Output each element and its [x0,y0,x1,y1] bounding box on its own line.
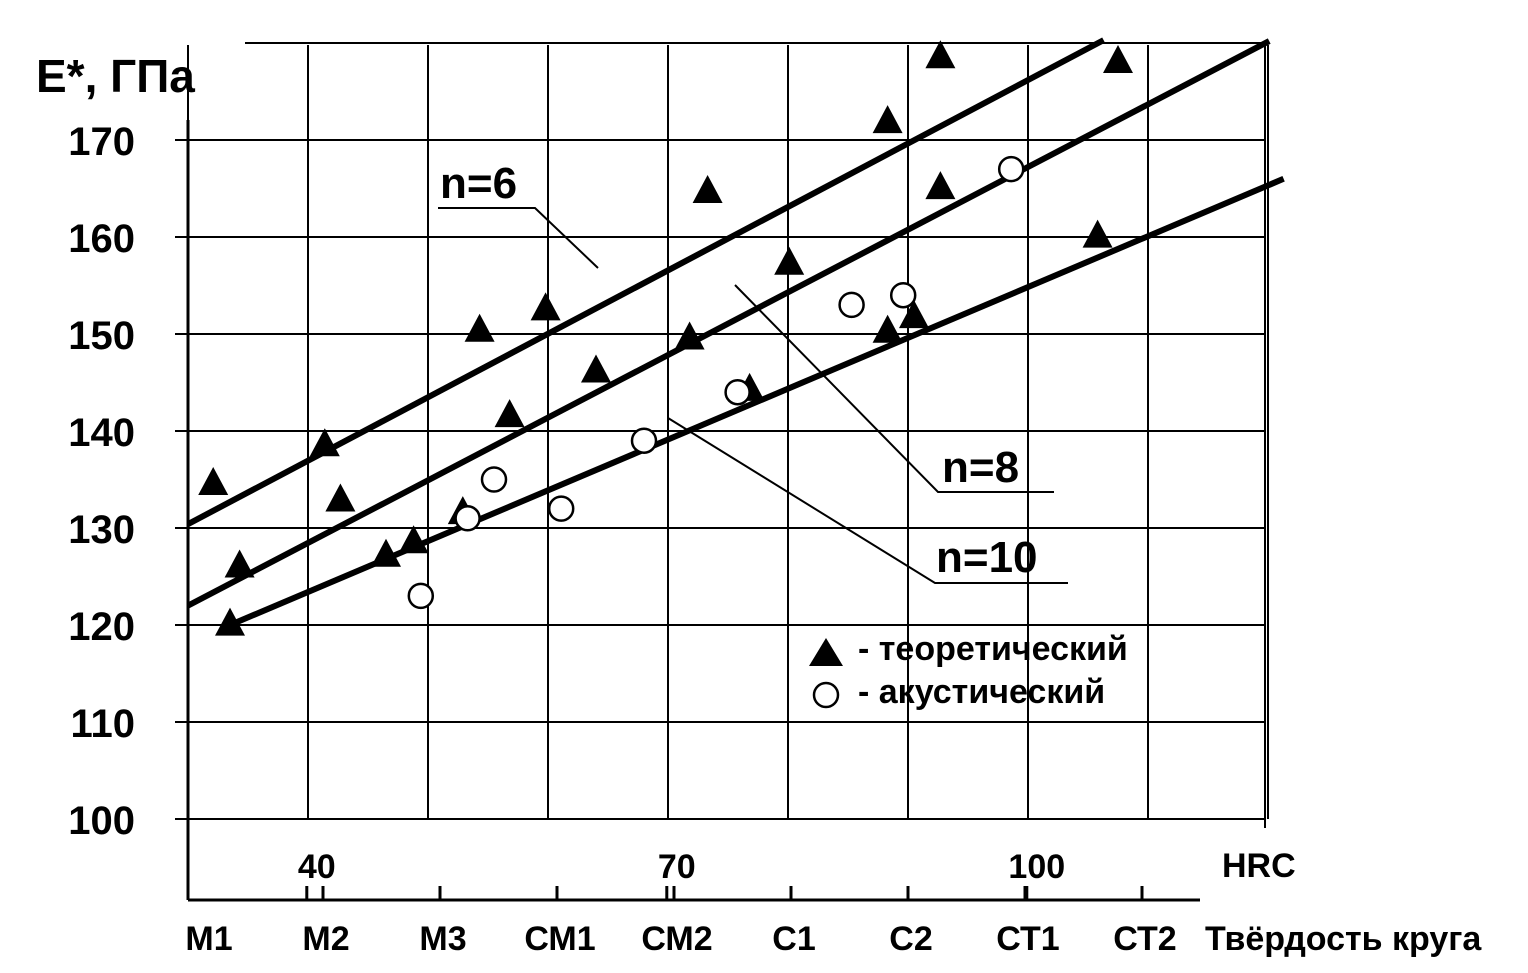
theoretical-point-n-8 [325,483,356,512]
legend-circle-marker [812,681,840,709]
legend-acoustic-label: - акустический [858,673,1105,711]
theoretical-point-n-8 [1103,45,1133,74]
y-tick-label: 170 [68,120,135,164]
hardness-tick-label: М3 [419,920,466,958]
acoustic-point [480,466,508,493]
theoretical-point-n-10 [398,525,429,554]
theoretical-point-n-6 [198,466,229,495]
hrc-tick-label: 100 [1008,848,1065,886]
theoretical-point-n-6 [872,105,903,134]
theoretical-point-n-10 [1082,219,1113,248]
acoustic-point [547,495,575,522]
leader-n8 [734,284,1054,493]
theoretical-point-n-10 [899,300,929,329]
acoustic-point [407,582,435,610]
leader-n6 [438,207,599,269]
data-points [198,40,1133,636]
theoretical-point-n-10 [371,538,401,567]
y-tick-label: 100 [68,799,135,843]
hardness-tick-label: С2 [889,920,932,958]
theoretical-point-n-6 [464,313,495,342]
theoretical-point-n-6 [925,40,956,69]
fit-lines [186,37,1285,628]
theoretical-point-n-6 [309,428,340,457]
leader-n10 [667,417,1068,584]
fit-line-n-8 [186,38,1271,609]
hrc-axis-label: HRC [1222,847,1296,885]
acoustic-point [454,505,481,532]
series-label-n6: n=6 [440,159,517,208]
hardness-tick-label: СТ1 [996,920,1059,958]
theoretical-point-n-8 [494,399,525,428]
axes: 100 110 120 130 140 150 160 170 40 70 100 М1 М2 М3 СМ1… [68,120,1200,958]
y-tick-label: 130 [68,508,135,552]
theoretical-point-n-8 [581,354,611,383]
y-tick-label: 160 [68,217,135,261]
theoretical-point-n-8 [674,321,705,350]
acoustic-point [889,281,917,309]
hardness-tick-label: СТ2 [1113,920,1176,958]
hrc-tick-label: 70 [658,848,696,886]
hrc-tick-label: 40 [298,848,336,886]
y-axis-label: E*, ГПа [36,50,195,102]
theoretical-point-n-6 [692,175,723,204]
fit-line-n-6 [186,37,1106,527]
theoretical-point-n-8 [224,549,255,578]
legend: - теоретический - акустический [809,630,1128,711]
theoretical-point-n-8 [774,246,805,275]
acoustic-point [838,291,865,319]
series-label-n8: n=8 [942,443,1019,492]
y-tick-label: 140 [68,411,135,455]
series-label-n10: n=10 [936,533,1038,582]
acoustic-point [630,427,658,454]
hardness-tick-label: СМ2 [641,920,712,958]
hardness-axis-label: Твёрдость круга [1205,920,1482,958]
hardness-tick-label: С1 [772,920,815,958]
legend-triangle-marker [809,638,843,666]
hardness-tick-label: М1 [185,920,232,958]
y-tick-label: 150 [68,314,135,358]
theoretical-point-n-10 [872,314,903,343]
acoustic-point [997,155,1025,183]
y-tick-label: 120 [68,605,135,649]
label-leaders [438,207,1068,584]
theoretical-point-n-6 [530,292,561,321]
grid [175,42,1269,828]
hardness-tick-label: СМ1 [524,920,595,958]
legend-theoretical-label: - теоретический [858,630,1128,668]
hardness-tick-label: М2 [302,920,349,958]
acoustic-point [724,378,751,406]
theoretical-point-n-8 [925,171,956,200]
y-tick-label: 110 [70,702,135,746]
theoretical-point-n-10 [215,607,245,636]
